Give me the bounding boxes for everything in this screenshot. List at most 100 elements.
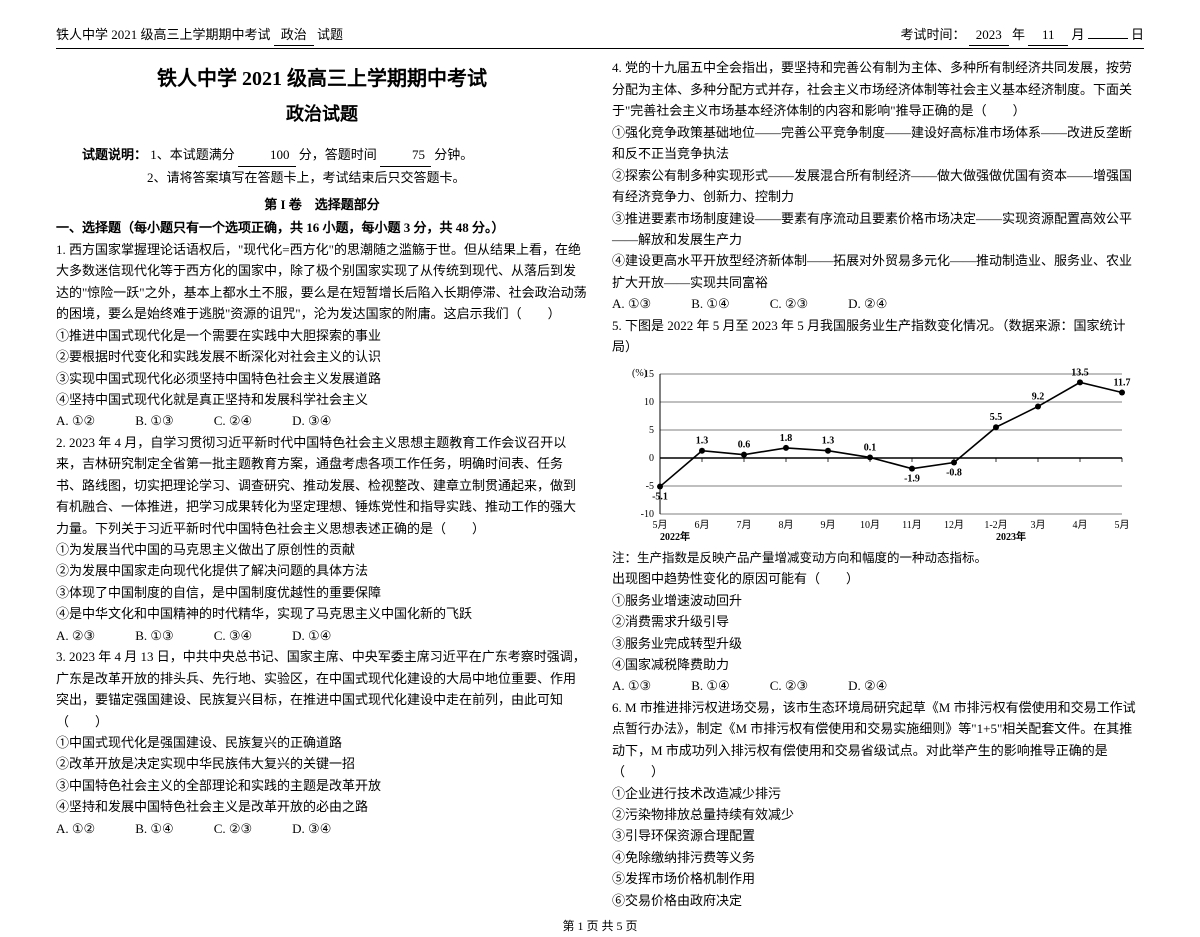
q4-o4: ④建设更高水平开放型经济新体制——拓展对外贸易多元化——推动制造业、服务业、农业… [612, 250, 1144, 293]
content-columns: 铁人中学 2021 级高三上学期期中考试 政治试题 试题说明： 1、本试题满分 … [56, 57, 1144, 911]
svg-text:11.7: 11.7 [1114, 377, 1131, 388]
header-left-suffix: 试题 [317, 27, 343, 42]
q5-o1: ①服务业增速波动回升 [612, 590, 1144, 611]
q4-a: A. ①③ [612, 293, 651, 314]
q1-o2: ②要根据时代变化和实践发展不断深化对社会主义的认识 [56, 346, 588, 367]
svg-text:8月: 8月 [779, 519, 794, 531]
q5-o3: ③服务业完成转型升级 [612, 633, 1144, 654]
svg-text:-1.9: -1.9 [904, 473, 920, 484]
chart-svg: -10-5051015(%)5月6月7月8月9月10月11月12月1-2月3月4… [612, 364, 1132, 544]
left-column: 铁人中学 2021 级高三上学期期中考试 政治试题 试题说明： 1、本试题满分 … [56, 57, 588, 911]
q5-lead: 出现图中趋势性变化的原因可能有（ ） [612, 568, 1144, 589]
q2-a: A. ②③ [56, 625, 95, 646]
svg-text:10月: 10月 [860, 519, 880, 531]
q3-o4: ④坚持和发展中国特色社会主义是改革开放的必由之路 [56, 796, 588, 817]
q3-o2: ②改革开放是决定实现中华民族伟大复兴的关键一招 [56, 753, 588, 774]
header-right-prefix: 考试时间： [900, 27, 965, 42]
svg-text:3月: 3月 [1031, 519, 1046, 531]
svg-text:7月: 7月 [737, 519, 752, 531]
q6-o3: ③引导环保资源合理配置 [612, 825, 1144, 846]
page-header: 铁人中学 2021 级高三上学期期中考试 政治 试题 考试时间： 2023 年 … [56, 24, 1144, 49]
svg-text:0: 0 [649, 453, 654, 464]
section1-heading: 第 I 卷 选择题部分 [56, 194, 588, 215]
q5-note: 注：生产指数是反映产品产量增减变动方向和幅度的一种动态指标。 [612, 548, 1144, 569]
q3-a: A. ①② [56, 818, 95, 839]
q2-o3: ③体现了中国制度的自信，是中国制度优越性的重要保障 [56, 582, 588, 603]
header-day [1088, 38, 1128, 39]
svg-text:1.8: 1.8 [780, 432, 793, 443]
svg-text:9月: 9月 [821, 519, 836, 531]
q4-c: C. ②③ [770, 293, 808, 314]
q4-d: D. ②④ [848, 293, 887, 314]
service-index-chart: -10-5051015(%)5月6月7月8月9月10月11月12月1-2月3月4… [612, 364, 1144, 544]
instr-1a: 1、本试题满分 [150, 147, 235, 162]
svg-text:(%): (%) [632, 368, 647, 379]
q2-o2: ②为发展中国家走向现代化提供了解决问题的具体方法 [56, 560, 588, 581]
svg-text:10: 10 [644, 397, 654, 408]
svg-text:1-2月: 1-2月 [984, 519, 1007, 531]
svg-text:12月: 12月 [944, 519, 964, 531]
q1-stem: 1. 西方国家掌握理论话语权后，"现代化=西方化"的思潮随之滥觞于世。但从结果上… [56, 239, 588, 325]
q6-o1: ①企业进行技术改造减少排污 [612, 783, 1144, 804]
q5-o4: ④国家减税降费助力 [612, 654, 1144, 675]
exam-title: 铁人中学 2021 级高三上学期期中考试 [56, 63, 588, 96]
q5-b: B. ①④ [691, 675, 729, 696]
svg-text:-10: -10 [641, 509, 654, 520]
header-d-label: 日 [1131, 27, 1144, 42]
mcq-heading: 一、选择题（每小题只有一个选项正确，共 16 小题，每小题 3 分，共 48 分… [56, 217, 588, 238]
q3-b: B. ①④ [135, 818, 173, 839]
q2-d: D. ①④ [292, 625, 331, 646]
q6-o6: ⑥交易价格由政府决定 [612, 890, 1144, 911]
exam-subtitle: 政治试题 [56, 100, 588, 130]
header-left-prefix: 铁人中学 2021 级高三上学期期中考试 [56, 27, 271, 42]
q3-d: D. ③④ [292, 818, 331, 839]
svg-text:9.2: 9.2 [1032, 391, 1045, 402]
header-subject: 政治 [274, 24, 314, 46]
q2-o4: ④是中华文化和中国精神的时代精华，实现了马克思主义中国化新的飞跃 [56, 603, 588, 624]
q1-d: D. ③④ [292, 410, 331, 431]
q3-stem: 3. 2023 年 4 月 13 日，中共中央总书记、国家主席、中央军委主席习近… [56, 646, 588, 732]
q6-o5: ⑤发挥市场价格机制作用 [612, 868, 1144, 889]
q3-options: A. ①② B. ①④ C. ②③ D. ③④ [56, 818, 588, 839]
q1-a: A. ①② [56, 410, 95, 431]
svg-text:13.5: 13.5 [1071, 367, 1089, 378]
q6-stem: 6. M 市推进排污权进场交易，该市生态环境局研究起草《M 市排污权有偿使用和交… [612, 697, 1144, 783]
q1-o3: ③实现中国式现代化必须坚持中国特色社会主义发展道路 [56, 368, 588, 389]
q2-c: C. ③④ [214, 625, 252, 646]
q1-o4: ④坚持中国式现代化就是真正坚持和发展科学社会主义 [56, 389, 588, 410]
instructions-line2: 2、请将答案填写在答题卡上，考试结束后只交答题卡。 [56, 167, 588, 188]
q3-o3: ③中国特色社会主义的全部理论和实践的主题是改革开放 [56, 775, 588, 796]
header-year: 2023 [969, 24, 1009, 46]
instr-score: 100 [238, 144, 296, 166]
q4-b: B. ①④ [691, 293, 729, 314]
svg-text:2022年: 2022年 [660, 530, 690, 543]
svg-text:0.1: 0.1 [864, 442, 877, 453]
instr-1b: 分，答题时间 [299, 147, 377, 162]
q5-d: D. ②④ [848, 675, 887, 696]
q4-o1: ①强化竞争政策基础地位——完善公平竞争制度——建设好高标准市场体系——改进反垄断… [612, 122, 1144, 165]
q5-o2: ②消费需求升级引导 [612, 611, 1144, 632]
svg-text:0.6: 0.6 [738, 439, 751, 450]
q3-o1: ①中国式现代化是强国建设、民族复兴的正确道路 [56, 732, 588, 753]
q6-o4: ④免除缴纳排污费等义务 [612, 847, 1144, 868]
q2-o1: ①为发展当代中国的马克思主义做出了原创性的贡献 [56, 539, 588, 560]
svg-text:-0.8: -0.8 [946, 467, 962, 478]
q5-c: C. ②③ [770, 675, 808, 696]
q2-options: A. ②③ B. ①③ C. ③④ D. ①④ [56, 625, 588, 646]
instr-minutes: 75 [380, 144, 431, 166]
header-m-label: 月 [1071, 27, 1084, 42]
q2-b: B. ①③ [135, 625, 173, 646]
right-column: 4. 党的十九届五中全会指出，要坚持和完善公有制为主体、多种所有制经济共同发展，… [612, 57, 1144, 911]
q6-o2: ②污染物排放总量持续有效减少 [612, 804, 1144, 825]
header-right: 考试时间： 2023 年 11 月 日 [900, 24, 1144, 46]
header-y-label: 年 [1012, 27, 1025, 42]
svg-text:1.3: 1.3 [822, 435, 835, 446]
instructions-label: 试题说明： [82, 147, 147, 162]
svg-text:5: 5 [649, 425, 654, 436]
q1-c: C. ②④ [214, 410, 252, 431]
q5-options: A. ①③ B. ①④ C. ②③ D. ②④ [612, 675, 1144, 696]
instr-1c: 分钟。 [434, 147, 473, 162]
q5-stem: 5. 下图是 2022 年 5 月至 2023 年 5 月我国服务业生产指数变化… [612, 315, 1144, 358]
q5-a: A. ①③ [612, 675, 651, 696]
header-left: 铁人中学 2021 级高三上学期期中考试 政治 试题 [56, 24, 343, 46]
